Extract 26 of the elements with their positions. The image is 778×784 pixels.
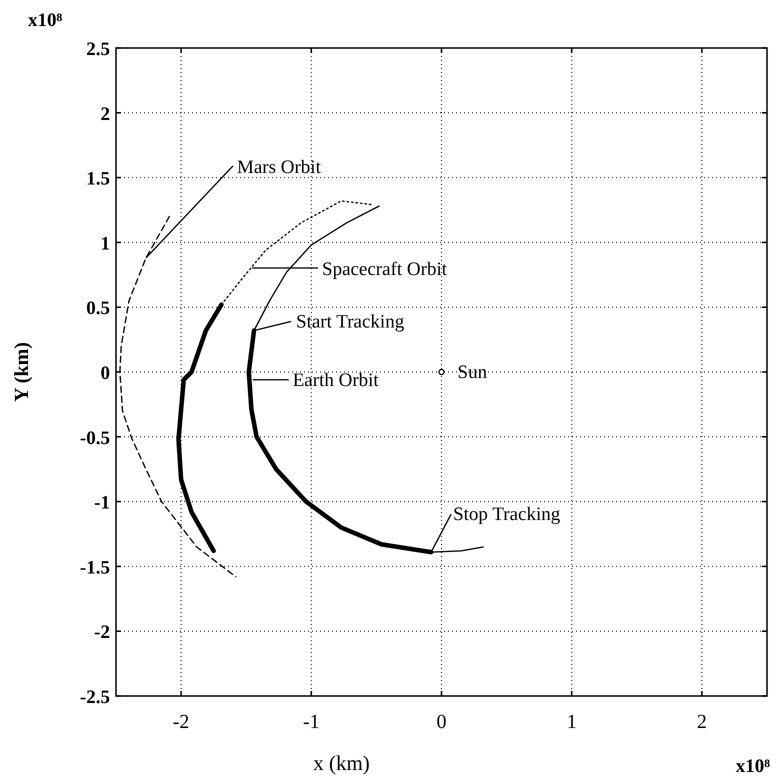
y-axis-title: Y (km) (11, 342, 33, 402)
text: x10⁸ (736, 756, 770, 777)
text: x10⁸ (28, 10, 62, 31)
x-axis-title: x (km) (313, 751, 370, 775)
y-tick-label: -1.5 (80, 557, 110, 578)
x-tick-label: -1 (302, 711, 320, 733)
annotation: Mars Orbit (236, 156, 322, 178)
y-tick-label: 2.5 (86, 39, 110, 60)
y-tick-label: -2 (94, 622, 110, 644)
x-tick-label: 1 (566, 711, 577, 733)
y-tick-label: -0.5 (80, 428, 110, 449)
y-tick-label: -2.5 (80, 687, 110, 708)
annotation: Spacecraft Orbit (322, 259, 448, 280)
y-tick-label: 0.5 (86, 298, 110, 320)
x-tick-label: 2 (696, 711, 707, 733)
y-tick-label: 1.5 (86, 168, 110, 190)
y-tick-label: 0 (100, 363, 110, 384)
annotation: Start Tracking (296, 312, 405, 333)
annotation: Stop Tracking (453, 504, 561, 526)
y-tick-label: 1 (100, 233, 110, 254)
x-tick-label: 0 (436, 711, 446, 733)
y-tick-label: 2 (100, 104, 110, 125)
y-tick-label: -1 (94, 492, 110, 514)
annotation: Earth Orbit (292, 370, 380, 391)
annotation: Sun (458, 362, 488, 383)
x-tick-label: -2 (172, 711, 190, 733)
